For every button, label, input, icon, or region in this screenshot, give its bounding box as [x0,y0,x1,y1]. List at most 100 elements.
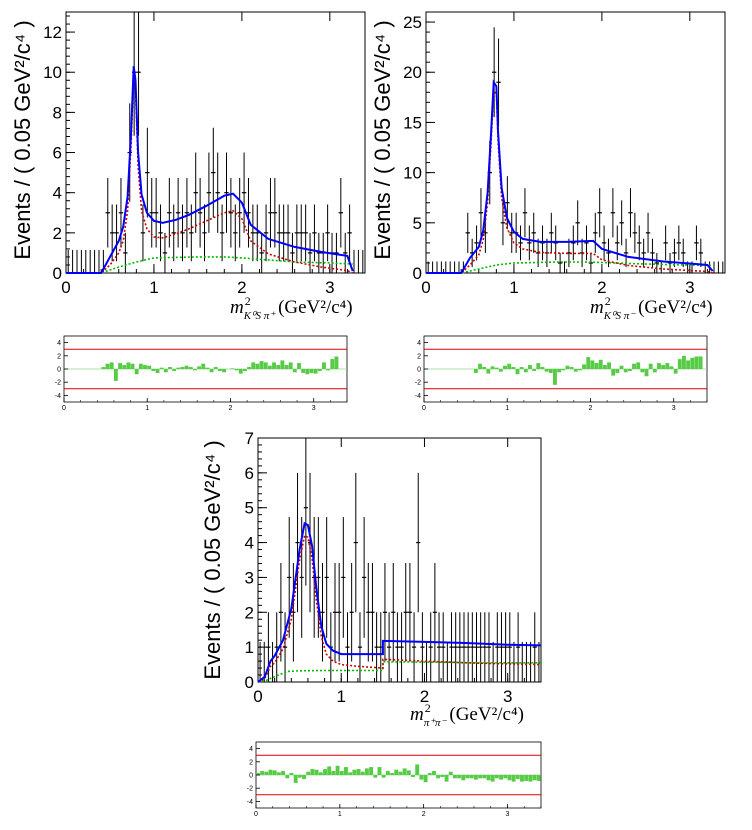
plot-frame [65,11,366,274]
pull-bar [528,775,533,782]
data-point [274,612,279,682]
pull-bar [499,775,503,780]
pull-bar [318,772,323,775]
pull-bar [478,775,483,779]
y-tick-label: 20 [403,63,422,82]
pull-bar [289,773,294,775]
data-point [281,204,286,262]
pull-bar [292,369,297,373]
pull-bar [205,367,210,369]
pull-x-tick-label: 3 [312,405,316,412]
pull-bar [457,775,462,779]
data-point [436,612,442,682]
pull-bar [118,363,122,369]
pull-bar [310,769,315,775]
pull-bar [381,775,386,778]
pull-bar [544,369,549,372]
data-point [457,612,462,682]
pull-bar [247,367,251,369]
pull-bar [503,775,508,779]
pull-bar [155,369,160,373]
data-point [532,612,537,682]
x-tick-label: 1 [149,278,158,297]
pull-bar [532,369,537,371]
pull-bar [197,366,202,369]
pull-bar [334,356,339,369]
data-point [303,204,308,262]
pull-x-tick-label: 3 [506,811,510,818]
pull-x-tick-label: 0 [422,405,426,412]
pull-bar [101,367,106,369]
data-point [395,612,400,682]
y-tick-label: 7 [245,429,254,448]
x-axis-title: m2 K⁰S π⁻ (GeV²/c⁴) [590,294,713,322]
data-point [149,177,154,248]
data-point [676,225,682,261]
pull-x-tick-label: 2 [422,811,426,818]
x-tick-label: 0 [61,278,70,297]
pull-bar [503,365,507,369]
data-point [606,238,611,268]
pull-panel-pipi: 420-2-40 1 2 3 [247,741,542,818]
pull-bar [452,775,457,779]
y-tick-label: 6 [245,464,254,483]
y-tick-label: 10 [43,63,62,82]
pull-bar [373,775,378,778]
pull-bar [665,363,670,369]
pull-bar [264,771,269,775]
data-point [584,225,589,261]
pull-bar [209,369,214,373]
data-point [347,204,352,262]
pull-bar [482,367,487,369]
y-tick-label: 0 [53,264,62,283]
data-point [180,204,185,262]
pull-bar [260,771,265,775]
data-point [531,212,536,253]
pull-bar [669,366,674,369]
data-point [241,152,247,233]
data-point [255,204,260,262]
pull-bar [582,364,587,369]
pull-bar [364,768,369,775]
pull-bar [263,362,268,369]
pull-bar [648,363,653,369]
pull-bar [309,369,314,373]
pull-bar [297,775,302,778]
y-tick-label: 1 [245,638,254,657]
pull-bar [352,769,357,775]
pull-bar [147,365,152,369]
pull-y-tick-label: -2 [247,786,253,793]
pull-bar [427,773,432,775]
pull-bar [356,769,361,775]
y-tick-label: 3 [245,568,254,587]
data-point [338,177,344,248]
pull-bar [105,363,110,369]
pull-bar [507,775,512,781]
pull-bar [285,775,290,779]
data-point [491,27,497,118]
pull-bar [515,369,520,375]
pull-y-tick-label: -2 [415,380,421,387]
data-point [285,204,291,262]
data-point [503,612,508,682]
pull-bar [448,771,453,775]
data-point [416,472,421,613]
pull-bar [159,367,164,369]
pull-bar [444,775,449,782]
pull-bar [673,369,678,374]
pull-bar [339,771,344,775]
pull-bar [335,765,340,775]
pull-bar [276,365,281,369]
data-point [474,225,479,261]
data-point [593,212,598,253]
y-axis-title: Events / ( 0.05 GeV²/c⁴ ) [370,20,395,259]
pull-bar [657,363,661,369]
data-point [332,562,338,662]
pull-bar [217,369,222,371]
curve-signal [66,72,354,274]
pull-bar [561,369,566,371]
pull-bar [184,365,189,369]
x-axis-title: m2 K⁰S π⁺ (GeV²/c⁴) [230,294,353,322]
